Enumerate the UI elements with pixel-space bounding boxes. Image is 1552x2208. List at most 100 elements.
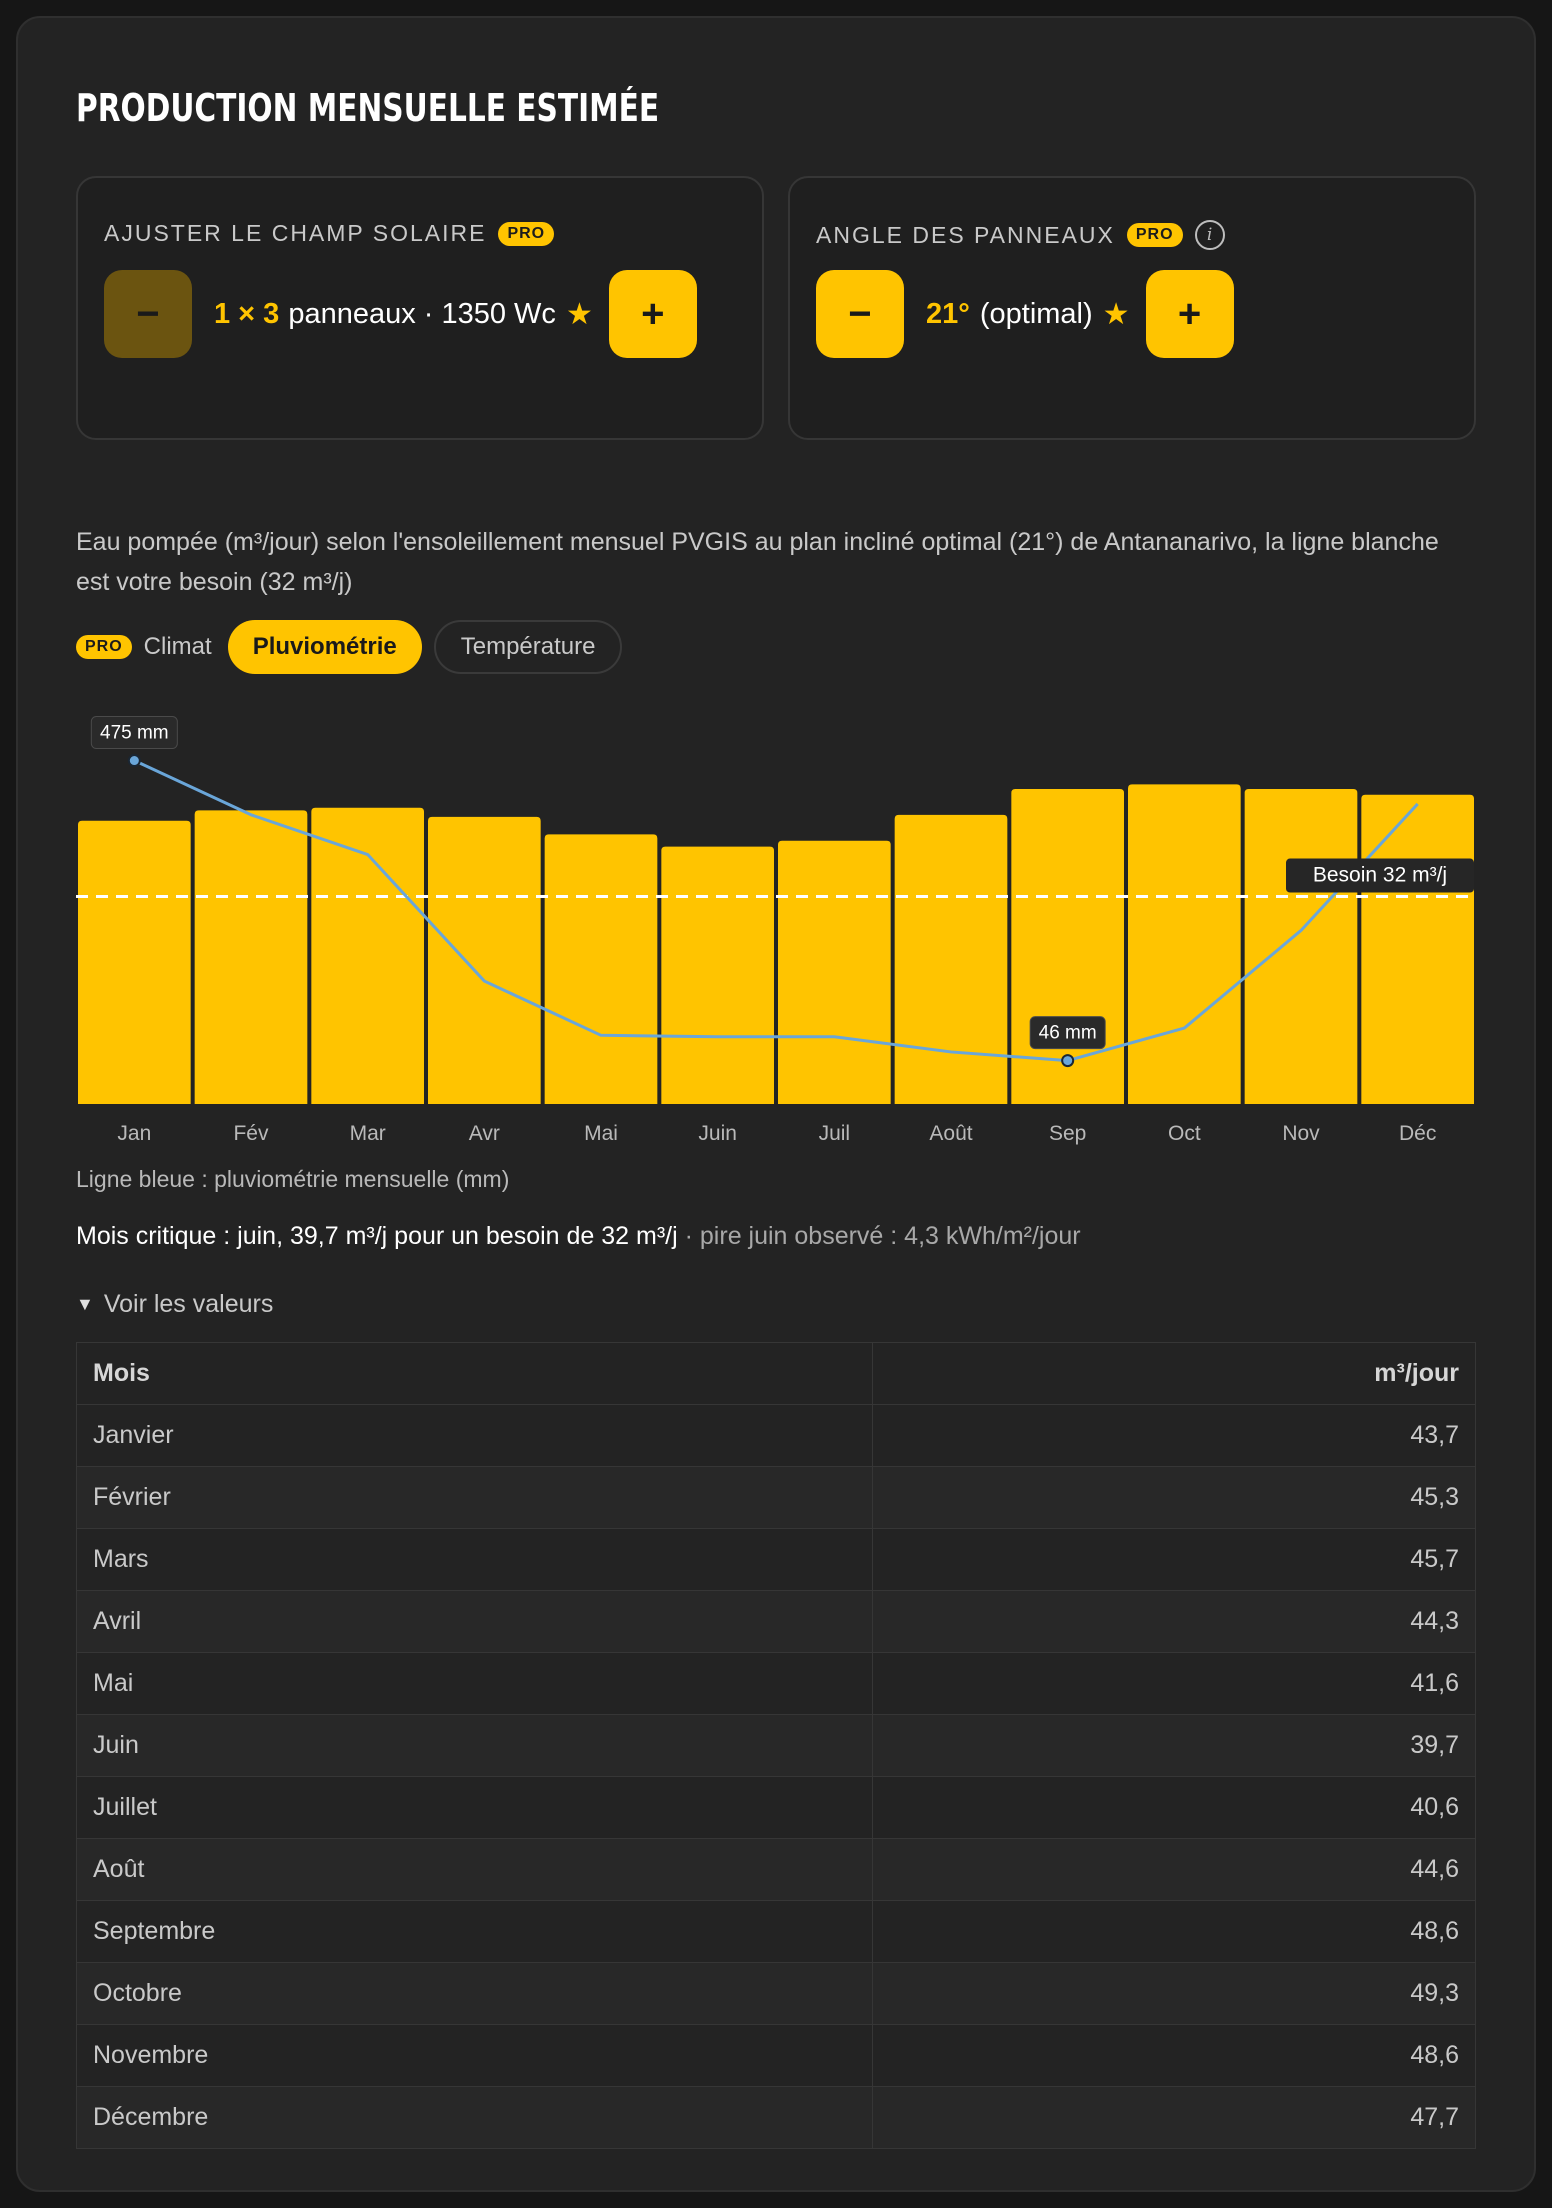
x-tick-label: Fév xyxy=(233,1122,269,1145)
month-cell: Septembre xyxy=(76,1900,873,1963)
increase-panels-button[interactable]: + xyxy=(608,270,697,358)
decrease-panels-button[interactable]: − xyxy=(104,270,192,358)
table-row: Avril 44,3 xyxy=(76,1590,1477,1653)
chart-description: Eau pompée (m³/jour) selon l'ensoleillem… xyxy=(76,528,1439,596)
x-tick-label: Sep xyxy=(1049,1122,1086,1145)
table-row: Septembre 48,6 xyxy=(76,1900,1477,1963)
volume-cell: 43,7 xyxy=(871,1404,1477,1467)
table-row: Juin 39,7 xyxy=(76,1714,1477,1777)
column-header-volume: m³/jour xyxy=(871,1342,1477,1405)
controls-row: AJUSTER LE CHAMP SOLAIRE PRO − 1 × 3 pan… xyxy=(76,176,1476,440)
angle-note: (optimal) xyxy=(979,297,1093,330)
month-cell: Janvier xyxy=(76,1404,873,1467)
pro-badge: PRO xyxy=(498,221,555,246)
bar-mai xyxy=(544,834,658,1104)
month-cell: Août xyxy=(76,1838,873,1901)
rain-min-label: 46 mm xyxy=(1039,1023,1097,1044)
volume-cell: 48,6 xyxy=(871,2024,1477,2087)
rain-min-point xyxy=(1061,1054,1075,1068)
table-row: Mai 41,6 xyxy=(76,1652,1477,1715)
panel-angle-value: 21° (optimal) ★ xyxy=(926,297,1130,332)
bar-jan xyxy=(78,820,191,1104)
month-cell: Avril xyxy=(76,1590,873,1653)
solar-field-header: AJUSTER LE CHAMP SOLAIRE PRO xyxy=(104,220,555,247)
volume-cell: 48,6 xyxy=(871,1900,1477,1963)
table-header-row: Mois m³/jour xyxy=(76,1342,1477,1405)
x-tick-label: Déc xyxy=(1399,1122,1436,1145)
x-tick-label: Oct xyxy=(1168,1122,1201,1145)
values-table: Mois m³/jour Janvier 43,7 Février 45,3 Mars 4… xyxy=(76,1342,1477,2149)
rain-line-legend: Ligne bleue : pluviométrie mensuelle (mm… xyxy=(76,1166,510,1192)
volume-cell: 45,3 xyxy=(871,1466,1477,1529)
critical-month: Mois critique : juin, 39,7 m³/j pour un … xyxy=(76,1222,1081,1251)
month-cell: Mars xyxy=(76,1528,873,1591)
month-cell: Mai xyxy=(76,1652,873,1715)
rain-max-point xyxy=(127,754,141,768)
table-row: Juillet 40,6 xyxy=(76,1776,1477,1839)
critical-month-main: Mois critique : juin, 39,7 m³/j pour un … xyxy=(76,1222,678,1250)
month-cell: Octobre xyxy=(76,1962,873,2025)
tab-rainfall[interactable]: Pluviométrie xyxy=(227,620,422,674)
star-icon: ★ xyxy=(565,297,593,331)
rain-line xyxy=(133,759,1419,1063)
table-row: Octobre 49,3 xyxy=(76,1962,1477,2025)
bar-fév xyxy=(194,810,308,1104)
volume-cell: 41,6 xyxy=(871,1652,1477,1715)
column-header-month: Mois xyxy=(76,1342,873,1405)
volume-cell: 49,3 xyxy=(871,1962,1477,2025)
table-row: Août 44,6 xyxy=(76,1838,1477,1901)
table-row: Mars 45,7 xyxy=(76,1528,1477,1591)
x-tick-label: Jan xyxy=(117,1122,151,1145)
volume-cell: 45,7 xyxy=(871,1528,1477,1591)
production-chart: 475 mm 46 mm Besoin 32 m³/j Jan Fév Mar Avr Mai… xyxy=(76,716,1476,1145)
x-tick-label: Avr xyxy=(469,1122,500,1145)
solar-field-stepper: − 1 × 3 panneaux · 1350 Wc ★ + xyxy=(104,270,697,358)
tab-temperature[interactable]: Température xyxy=(433,620,623,674)
critical-month-detail: · pire juin observé : 4,3 kWh/m²/jour xyxy=(677,1222,1081,1250)
table-row: Décembre 47,7 xyxy=(76,2086,1477,2149)
show-values-label: Voir les valeurs xyxy=(103,1290,274,1318)
x-tick-label: Août xyxy=(929,1122,972,1145)
x-tick-label: Mar xyxy=(350,1122,386,1145)
decrease-angle-button[interactable]: − xyxy=(816,270,904,358)
table-body: Janvier 43,7 Février 45,3 Mars 45,7 Avril 44,3 M… xyxy=(76,1404,1477,2149)
show-values-toggle[interactable]: ▼ Voir les valeurs xyxy=(76,1290,273,1319)
table-row: Novembre 48,6 xyxy=(76,2024,1477,2087)
volume-cell: 39,7 xyxy=(871,1714,1477,1777)
production-panel: PRODUCTION MENSUELLE ESTIMÉE AJUSTER LE … xyxy=(16,16,1536,2192)
month-cell: Décembre xyxy=(76,2086,873,2149)
threshold-label: Besoin 32 m³/j xyxy=(1313,864,1447,887)
climate-tabs: PRO Climat Pluviométrie Température xyxy=(76,620,634,674)
increase-angle-button[interactable]: + xyxy=(1145,270,1234,358)
pro-badge: PRO xyxy=(1126,223,1183,247)
star-icon: ★ xyxy=(1102,297,1130,331)
month-cell: Novembre xyxy=(76,2024,873,2087)
solar-field-label: AJUSTER LE CHAMP SOLAIRE xyxy=(104,220,487,246)
pro-badge: PRO xyxy=(76,635,132,659)
panel-count: 1 × 3 xyxy=(214,297,280,330)
bar-août xyxy=(894,814,1008,1104)
bar-juil xyxy=(778,840,891,1104)
x-tick-label: Mai xyxy=(584,1122,618,1145)
rain-min-label-box xyxy=(1029,1016,1106,1050)
climate-label: Climat xyxy=(143,633,212,660)
angle-degrees: 21° xyxy=(926,297,970,330)
rain-max-label: 475 mm xyxy=(100,723,169,744)
info-icon[interactable]: i xyxy=(1194,220,1225,250)
threshold-label-box xyxy=(1286,858,1474,893)
volume-cell: 47,7 xyxy=(871,2086,1477,2149)
panel-angle-header: ANGLE DES PANNEAUX PRO i xyxy=(816,220,1225,250)
bar-avr xyxy=(428,816,541,1104)
volume-cell: 44,3 xyxy=(871,1590,1477,1653)
month-cell: Juin xyxy=(76,1714,873,1777)
volume-cell: 44,6 xyxy=(871,1838,1477,1901)
bar-déc xyxy=(1361,794,1474,1104)
triangle-down-icon: ▼ xyxy=(76,1294,94,1314)
panel-angle-label: ANGLE DES PANNEAUX xyxy=(816,221,1115,248)
rain-max-label-box xyxy=(90,716,178,750)
panel-angle-stepper: − 21° (optimal) ★ + xyxy=(816,270,1234,358)
bar-mar xyxy=(311,807,424,1104)
x-tick-label: Juin xyxy=(698,1122,737,1145)
solar-field-value: 1 × 3 panneaux · 1350 Wc ★ xyxy=(214,297,593,332)
bar-oct xyxy=(1128,784,1241,1104)
